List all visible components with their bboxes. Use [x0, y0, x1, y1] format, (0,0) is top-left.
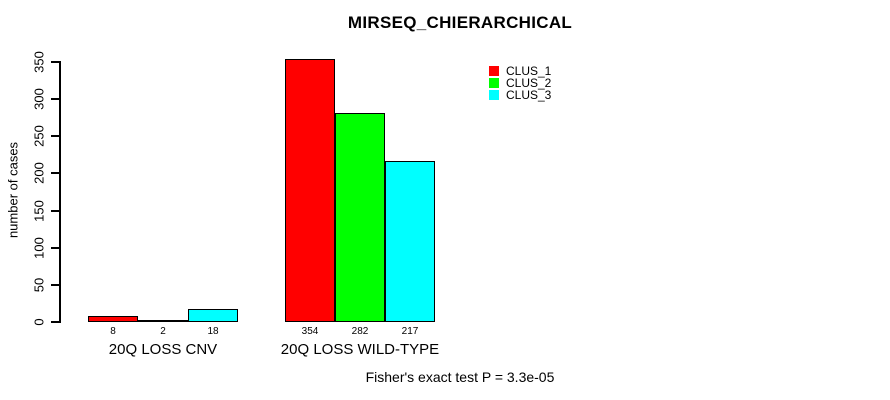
y-tick-label: 200 [31, 162, 47, 185]
bar-clus_2-2 [335, 113, 385, 322]
bar-clus_2-1 [138, 320, 188, 322]
y-axis-line [59, 61, 61, 323]
bar-value-label: 18 [207, 326, 219, 337]
legend-label: CLUS_2 [506, 76, 552, 90]
y-tick-label: 0 [31, 318, 47, 326]
y-tick-mark [51, 321, 60, 323]
y-tick-mark [51, 283, 60, 286]
fisher-exact-test-note: Fisher's exact test P = 3.3e-05 [365, 369, 555, 385]
bar-value-label: 217 [401, 326, 419, 337]
y-tick-label: 250 [31, 125, 47, 148]
bar-clus_1-1 [88, 316, 138, 322]
y-tick-mark [51, 135, 60, 138]
y-tick-mark [51, 98, 60, 101]
legend-label: CLUS_1 [506, 64, 552, 78]
y-axis-title: number of cases [5, 141, 21, 239]
y-tick-mark [51, 209, 60, 212]
legend: CLUS_1 CLUS_2 CLUS_3 [489, 65, 551, 101]
legend-swatch-clus_2 [489, 78, 499, 88]
legend-label: CLUS_3 [506, 88, 552, 102]
y-tick-label: 50 [31, 277, 47, 293]
legend-swatch-clus_1 [489, 66, 499, 76]
chart-title: MIRSEQ_CHIERARCHICAL [347, 13, 573, 32]
legend-item: CLUS_2 [489, 77, 551, 89]
y-tick-mark [51, 172, 60, 175]
bar-clus_3-1 [188, 309, 238, 322]
category-label: 20Q LOSS CNV [108, 341, 218, 358]
bar-value-label: 282 [351, 326, 369, 337]
legend-swatch-clus_3 [489, 90, 499, 100]
y-tick-mark [51, 61, 60, 63]
y-tick-label: 150 [31, 199, 47, 222]
y-tick-label: 300 [31, 88, 47, 110]
legend-item: CLUS_1 [489, 65, 551, 77]
bar-value-label: 354 [301, 326, 319, 337]
y-tick-label: 350 [31, 51, 47, 73]
category-label: 20Q LOSS WILD-TYPE [280, 341, 440, 358]
bar-value-label: 2 [160, 326, 166, 337]
y-tick-label: 100 [31, 236, 47, 259]
legend-item: CLUS_3 [489, 89, 551, 101]
bar-value-label: 8 [110, 326, 116, 337]
y-tick-mark [51, 246, 60, 249]
bar-clus_3-2 [385, 161, 435, 322]
bar-clus_1-2 [285, 59, 335, 322]
